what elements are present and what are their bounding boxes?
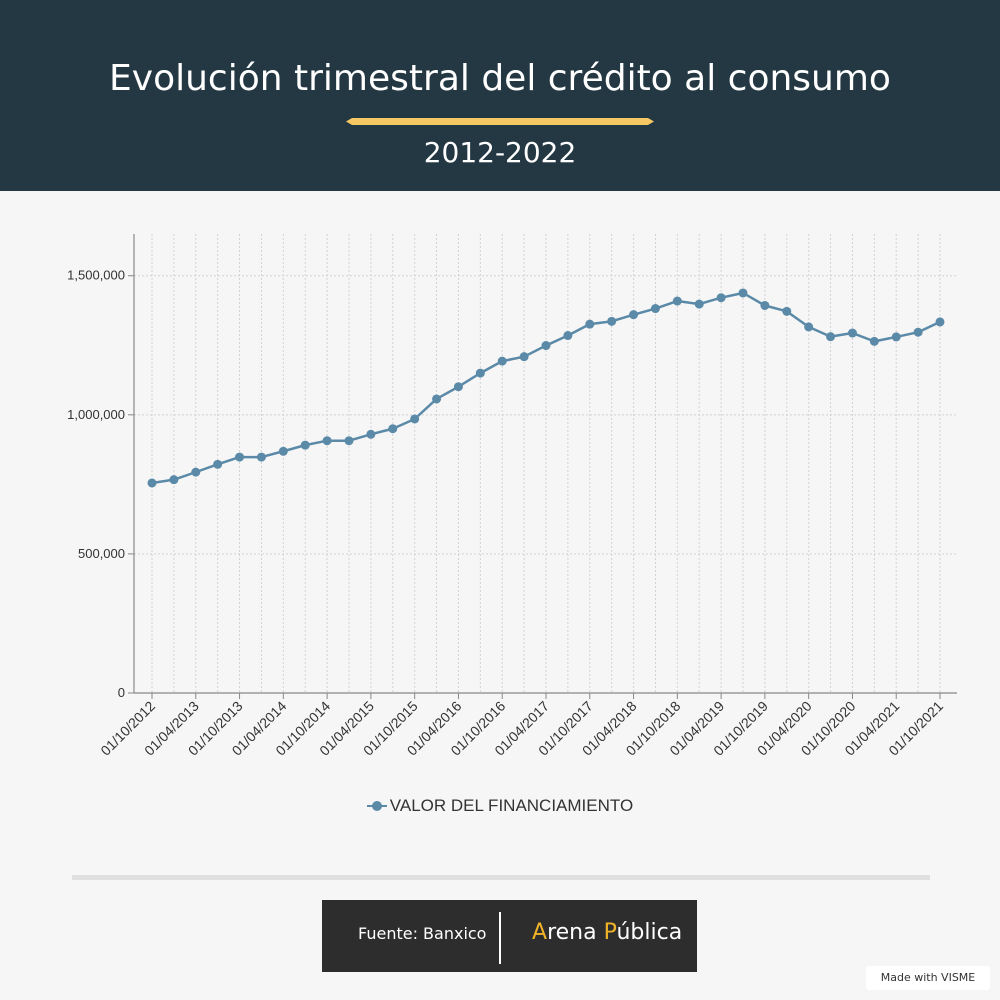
data-point (300, 440, 310, 450)
data-point (169, 475, 179, 485)
data-point (410, 414, 420, 424)
source-text: Fuente: Banxico (358, 924, 487, 943)
chart-subtitle: 2012-2022 (423, 136, 577, 169)
legend-marker-icon (366, 800, 387, 812)
y-tick-label: 1,500,000 (67, 268, 125, 283)
data-point (563, 331, 573, 341)
data-point (826, 332, 836, 342)
series-group (147, 288, 945, 488)
source-box: Fuente: Banxico Arena Pública (322, 900, 697, 972)
data-point (650, 304, 660, 314)
data-point (629, 310, 639, 320)
data-point (847, 328, 857, 338)
divider (72, 875, 930, 880)
made-with-badge[interactable]: Made with VISME (866, 966, 990, 990)
data-point (607, 316, 617, 326)
data-point (519, 352, 529, 362)
data-point (891, 332, 901, 342)
data-point (541, 341, 551, 351)
chart-title: Evolución trimestral del crédito al cons… (109, 58, 891, 99)
data-point (475, 368, 485, 378)
data-point (672, 296, 682, 306)
data-point (322, 436, 332, 446)
legend-label: VALOR DEL FINANCIAMIENTO (389, 796, 634, 815)
title-underline-pencil (346, 118, 654, 125)
data-point (738, 288, 748, 298)
data-point (935, 317, 945, 327)
data-point (782, 306, 792, 316)
data-point (235, 452, 245, 462)
legend[interactable]: VALOR DEL FINANCIAMIENTO (0, 796, 1000, 816)
y-tick-label: 0 (118, 685, 125, 700)
data-point (497, 356, 507, 366)
data-point (388, 424, 398, 434)
data-point (869, 336, 879, 346)
y-tick-label: 500,000 (78, 546, 125, 561)
data-point (213, 459, 223, 469)
data-point (191, 467, 201, 477)
data-point (585, 319, 595, 329)
data-point (716, 293, 726, 303)
data-point (366, 429, 376, 439)
tick-labels: 0500,0001,000,0001,500,00001/10/201201/0… (67, 268, 946, 759)
grid-lines (134, 234, 957, 693)
data-point (913, 327, 923, 337)
data-point (432, 394, 442, 404)
data-point (147, 478, 157, 488)
header-banner: Evolución trimestral del crédito al cons… (0, 0, 1000, 191)
axes (128, 234, 957, 699)
source-separator (499, 912, 501, 964)
data-point (804, 322, 814, 332)
data-point (278, 446, 288, 456)
data-point (760, 300, 770, 310)
brand-logo: Arena Pública (532, 920, 683, 945)
data-point (256, 452, 266, 462)
data-point (694, 299, 704, 309)
data-point (453, 382, 463, 392)
data-point (344, 436, 354, 446)
y-tick-label: 1,000,000 (67, 407, 125, 422)
